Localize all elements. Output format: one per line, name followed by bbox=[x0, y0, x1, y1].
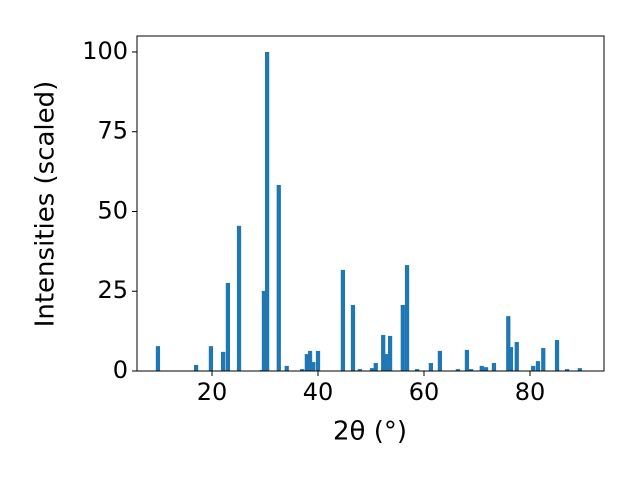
bar bbox=[340, 269, 346, 371]
plot-frame bbox=[136, 35, 605, 372]
bar bbox=[428, 363, 434, 371]
bar bbox=[404, 265, 410, 371]
bar bbox=[221, 351, 226, 371]
bar bbox=[155, 346, 161, 371]
bar bbox=[225, 282, 231, 371]
bar bbox=[414, 369, 420, 371]
bar bbox=[299, 369, 305, 371]
bar bbox=[315, 350, 321, 371]
bar bbox=[514, 341, 519, 371]
x-axis-title: 2θ (°) bbox=[333, 417, 407, 447]
bar bbox=[483, 367, 489, 371]
bar bbox=[577, 368, 582, 371]
bar bbox=[264, 51, 270, 371]
bar bbox=[373, 363, 378, 371]
bar bbox=[455, 369, 461, 371]
bar bbox=[437, 350, 443, 371]
y-tick-label: 25 bbox=[97, 276, 128, 304]
bar bbox=[284, 365, 289, 371]
bar bbox=[479, 365, 484, 371]
y-axis-title: Intensities (scaled) bbox=[31, 81, 61, 328]
bar bbox=[564, 369, 570, 371]
bar bbox=[307, 350, 313, 371]
y-tick-label: 50 bbox=[97, 196, 128, 224]
x-tick-label: 60 bbox=[409, 378, 440, 406]
bar bbox=[387, 335, 393, 371]
bar bbox=[304, 354, 309, 371]
bar bbox=[193, 364, 199, 371]
bar bbox=[464, 349, 470, 371]
bar bbox=[369, 368, 375, 371]
bar bbox=[311, 362, 316, 371]
y-tick-label: 100 bbox=[82, 37, 128, 65]
bar bbox=[261, 290, 267, 371]
bar bbox=[531, 365, 536, 371]
y-tick-label: 75 bbox=[97, 117, 128, 145]
x-tick-label: 20 bbox=[197, 378, 228, 406]
y-tick-label: 0 bbox=[113, 356, 128, 384]
bar bbox=[491, 363, 497, 371]
bar bbox=[508, 347, 514, 371]
x-tick-label: 40 bbox=[303, 378, 334, 406]
bar bbox=[554, 340, 560, 371]
bar bbox=[236, 225, 242, 371]
x-tick-label: 80 bbox=[515, 378, 546, 406]
bar bbox=[541, 348, 546, 371]
bar bbox=[400, 304, 405, 371]
bar bbox=[357, 369, 362, 371]
bar bbox=[276, 184, 281, 371]
bar bbox=[383, 354, 388, 371]
bar bbox=[350, 304, 356, 371]
bar bbox=[469, 369, 474, 371]
bar bbox=[381, 334, 386, 371]
bar bbox=[208, 346, 214, 371]
bar bbox=[535, 361, 541, 371]
bar bbox=[506, 316, 511, 371]
